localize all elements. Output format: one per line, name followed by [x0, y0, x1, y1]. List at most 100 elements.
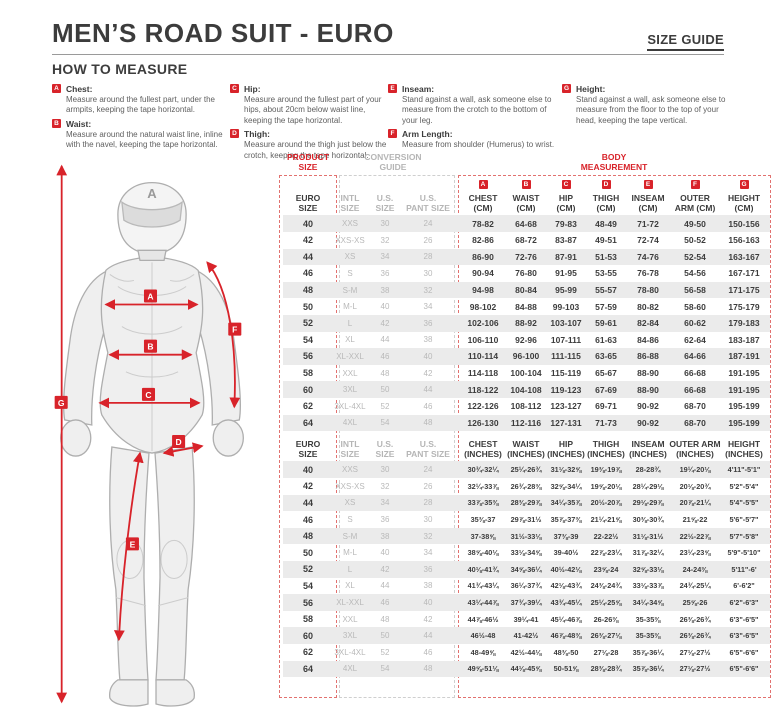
size-row-48-inches: 48 S-M 38 32 37-38⅝ 31½-33⅛ 37⅜-39 22-22½ 31⅛-31… — [283, 527, 770, 545]
measure-item-title: Arm Length: — [402, 129, 453, 140]
measurement-cell: 156-163 — [728, 235, 760, 246]
letter-chip-e: E — [388, 84, 397, 93]
measurement-cell: INSEAM (CM) — [631, 193, 665, 214]
measurement-cell: 31⅞-32¼ — [632, 548, 664, 558]
figure-chip-b — [143, 339, 158, 353]
measurement-cell: HIP (CM) — [556, 193, 576, 214]
measurement-cell: 27⅛-28 — [593, 647, 619, 657]
euro-size-cell: 56 — [302, 351, 313, 362]
measurement-cell: 104-108 — [510, 384, 542, 395]
measurement-cell: 30¾-32¼ — [467, 465, 499, 475]
euro-size-cell: 52 — [302, 318, 313, 329]
conversion-cell: 36 — [380, 268, 390, 278]
conversion-cell: 46 — [423, 401, 433, 411]
measurement-cell: 35⅞-37⅜ — [550, 515, 582, 525]
size-row-62-cm: 62 3XL-4XL 52 46 122-126 108-112 123-127 69-71 9… — [283, 398, 770, 415]
measurement-cell: 48-49⅝ — [470, 647, 496, 657]
measurement-cell: 25¼-25⅝ — [590, 598, 622, 608]
measurement-cell: 29⅞-31½ — [510, 515, 542, 525]
column-letter-chip-c: C — [561, 180, 571, 189]
size-row-40-inches: 40 XXS 30 24 30¾-32¼ 25¼-26¾ 31⅛-32⅝ 19⅜-19⅞ 28-… — [283, 461, 770, 479]
measurement-cell: 5'7"-5'8" — [729, 531, 759, 541]
measurement-cell: 106-110 — [467, 334, 499, 345]
measurement-cell: 63-65 — [595, 351, 617, 362]
measurement-cell: 19⅝-20⅛ — [590, 481, 622, 491]
euro-size-cell: 62 — [302, 401, 313, 412]
conversion-cell: 38 — [423, 335, 433, 345]
measurement-cell: 191-195 — [728, 384, 760, 395]
measure-item-text: Measure around the thigh just below the … — [244, 140, 387, 160]
measurement-cell: 88-90 — [637, 384, 659, 395]
measurement-cell: 50-52 — [684, 235, 706, 246]
conversion-cell: 28 — [423, 252, 433, 262]
euro-size-cell: 58 — [302, 614, 313, 625]
measure-item-chest: A Chest: Measure around the fullest part, … — [52, 84, 224, 116]
measurement-cell: 28⅜-29⅞ — [510, 498, 542, 508]
measurement-cell: 46½-48 — [470, 631, 496, 641]
measurement-cell: 61-63 — [595, 334, 617, 345]
measurement-cell: 25⅝-26 — [682, 598, 708, 608]
measurement-cell: 33⅛-34⅝ — [510, 548, 542, 558]
measurement-cell: 32¼-33⅞ — [467, 481, 499, 491]
measure-item-title: Hip: — [244, 84, 261, 94]
measurement-cell: 35⅞-36¼ — [632, 647, 664, 657]
measurement-cell: 98-102 — [469, 301, 497, 312]
size-row-54-inches: 54 XL 44 38 41¾-43¼ 36¼-37¾ 42⅛-43¾ 24⅜-24¾ 33⅛-… — [283, 578, 770, 595]
column-letter-chip-f: F — [690, 180, 700, 189]
conversion-cell: XL-XXL — [336, 351, 364, 361]
conversion-cell: XXL — [342, 614, 358, 624]
conversion-cell: S-M — [342, 531, 358, 541]
conversion-cell: 52 — [380, 647, 390, 657]
product-size-label: PRODUCT SIZE — [286, 152, 330, 172]
measure-item-waist: B Waist: Measure around the natural waist … — [52, 118, 224, 151]
measurement-cell: 34¼-35⅞ — [550, 498, 582, 508]
measurement-cell: 24-24⅜ — [682, 564, 708, 574]
figure-chip-letter: D — [176, 437, 182, 447]
euro-size-cell: 46 — [302, 268, 313, 279]
measurement-cell: 24¾-25¼ — [679, 581, 711, 591]
measurement-cell: 48-49 — [595, 218, 617, 229]
measurement-cell: 191-195 — [728, 368, 760, 379]
measurement-cell: HEIGHT (INCHES) — [725, 439, 763, 460]
measurement-cell: 115-119 — [550, 368, 582, 379]
measurement-cell: 27⅛-27½ — [679, 664, 711, 674]
conversion-cell: S — [347, 515, 353, 525]
measurement-cell: 48⅜-50 — [553, 647, 579, 657]
measurement-cell: 26-26⅜ — [593, 614, 619, 624]
measurement-cell: 96-100 — [512, 351, 540, 362]
size-guide-link[interactable]: SIZE GUIDE — [647, 32, 724, 51]
conversion-guide-label: CONVERSION GUIDE — [364, 152, 422, 172]
size-row-46-inches: 46 S 36 30 35⅜-37 29⅞-31½ 35⅞-37⅜ 21¼-21⅝ 30⅜-30… — [283, 511, 770, 528]
measurement-cell: WAIST (CM) — [512, 193, 540, 214]
conversion-cell: XS — [344, 498, 356, 508]
euro-size-cell: 44 — [302, 497, 313, 508]
euro-size-cell: 50 — [302, 547, 313, 558]
conversion-cell: 44 — [423, 385, 433, 395]
measurement-cell: 83-87 — [555, 235, 577, 246]
measurement-cell: 22-22½ — [593, 531, 619, 541]
size-row-48-cm: 48 S-M 38 32 94-98 80-84 95-99 55-57 78-80 56-58 1… — [283, 281, 770, 299]
measurement-cell: 76-78 — [637, 268, 659, 279]
measurement-cell: 118-122 — [467, 384, 499, 395]
size-row-58-inches: 58 XXL 48 42 44⅞-46½ 39¼-41 45¼-46⅞ 26-26⅜ 35-35… — [283, 611, 770, 628]
measurement-cell: 60-62 — [684, 318, 706, 329]
conversion-cell: 50 — [380, 631, 390, 641]
measurement-cell: 46⅞-48⅜ — [550, 631, 582, 641]
conversion-cell: L — [347, 318, 353, 328]
column-letter-chip-a: A — [478, 180, 488, 189]
measure-item-text: Measure around the fullest part of your … — [244, 95, 382, 125]
size-row-58-cm: 58 XXL 48 42 114-118 100-104 115-119 65-67 88-90… — [283, 365, 770, 382]
conversion-cell: 24 — [423, 465, 433, 475]
measurement-cell: 54-56 — [684, 268, 706, 279]
measurement-cell: 88-90 — [637, 368, 659, 379]
letter-chip-g: G — [562, 84, 571, 93]
measurement-cell: 6'3"-6'5" — [729, 631, 759, 641]
measurement-cell: 53-55 — [595, 268, 617, 279]
conversion-cell: XXS — [341, 465, 358, 475]
how-to-measure-heading: HOW TO MEASURE — [52, 61, 188, 77]
measurement-cell: WAIST (INCHES) — [507, 439, 545, 460]
measurement-cell: 27⅛-27½ — [679, 647, 711, 657]
measurement-cell: 20⅛-20¾ — [679, 481, 711, 491]
euro-size-cell: 40 — [302, 218, 313, 229]
measure-item-text: Stand against a wall, ask someone else t… — [576, 95, 726, 125]
